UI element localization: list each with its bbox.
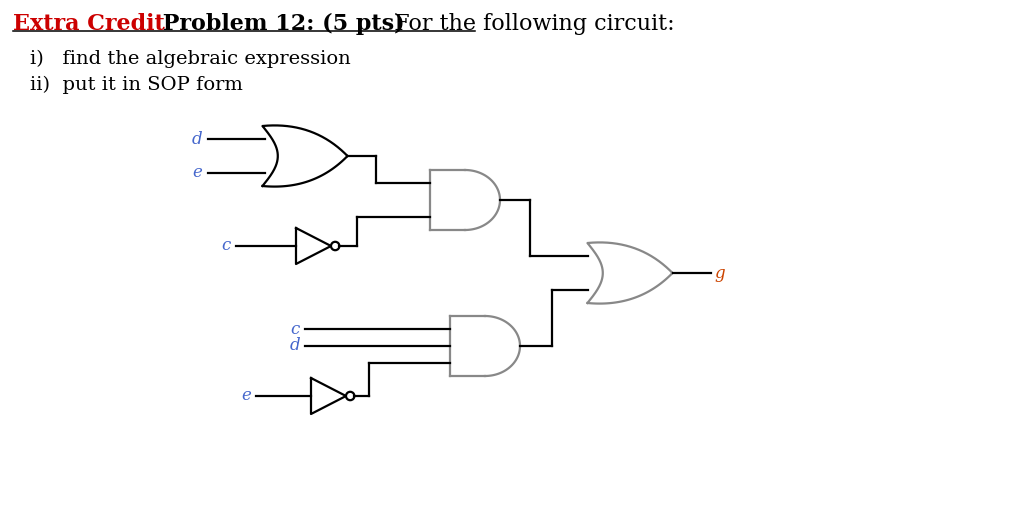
- Polygon shape: [450, 316, 520, 376]
- Text: g: g: [715, 265, 725, 281]
- Text: For the following circuit:: For the following circuit:: [380, 13, 675, 35]
- Circle shape: [331, 242, 339, 250]
- Text: i)   find the algebraic expression: i) find the algebraic expression: [30, 50, 351, 68]
- Polygon shape: [311, 378, 346, 414]
- Text: e: e: [241, 387, 251, 405]
- Polygon shape: [588, 242, 673, 304]
- Polygon shape: [262, 125, 347, 186]
- Polygon shape: [430, 170, 500, 230]
- Text: c: c: [222, 237, 231, 254]
- Text: c: c: [291, 321, 300, 338]
- Circle shape: [346, 392, 354, 400]
- Text: Extra Credit: Extra Credit: [13, 13, 165, 35]
- Polygon shape: [296, 228, 331, 264]
- Text: ii)  put it in SOP form: ii) put it in SOP form: [30, 76, 243, 94]
- Text: d: d: [290, 338, 300, 354]
- Text: Problem 12: (5 pts): Problem 12: (5 pts): [155, 13, 404, 35]
- Text: d: d: [191, 131, 203, 148]
- Text: e: e: [193, 164, 203, 181]
